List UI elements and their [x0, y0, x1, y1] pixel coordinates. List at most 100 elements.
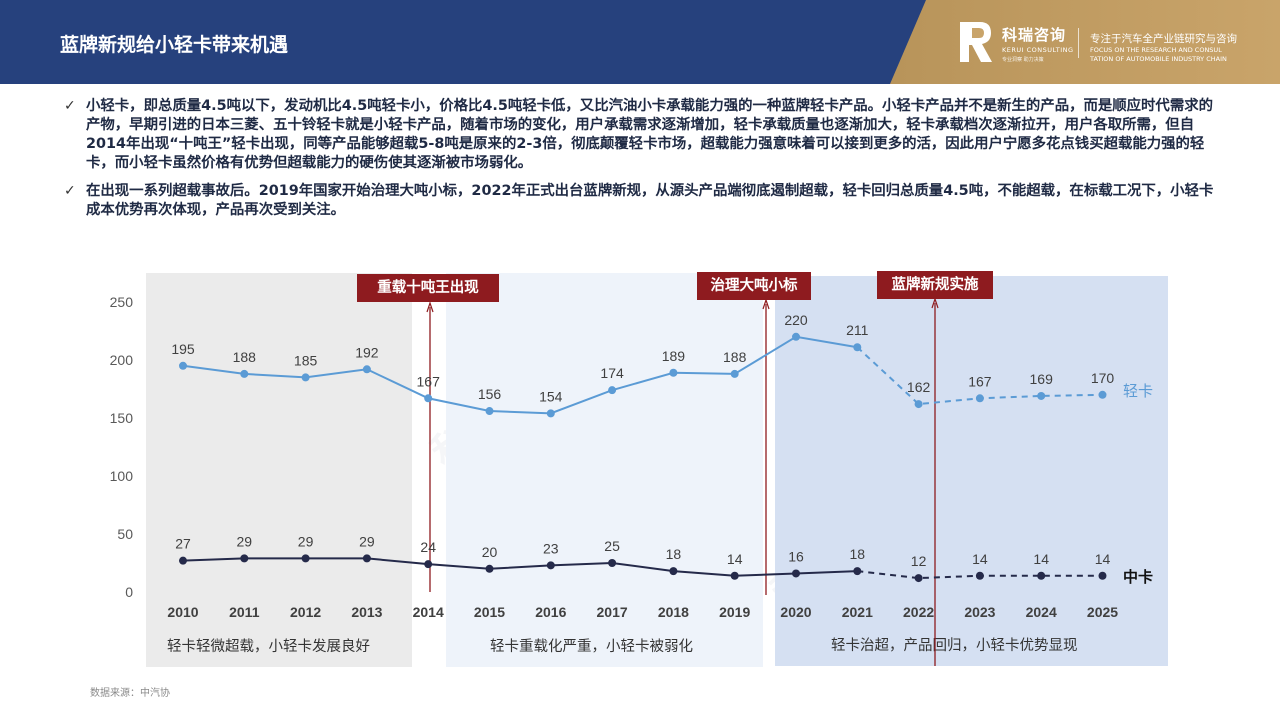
- brand-tagline: 专业洞察 助力决策: [1002, 57, 1044, 63]
- light-truck-point: [792, 332, 800, 341]
- medium-truck-point: [853, 567, 862, 576]
- medium-truck-data-label: 29: [298, 533, 314, 549]
- light-truck-point: [730, 369, 739, 378]
- series-label-medium-truck: 中卡: [1123, 568, 1153, 586]
- phase-label-3: 轻卡治超，产品回归，小轻卡优势显现: [831, 638, 1078, 654]
- light-truck-data-label: 167: [968, 373, 992, 389]
- header-bar: 蓝牌新规给小轻卡带来机遇 科瑞咨询 KERUI CONSULTING 专业洞察 …: [0, 0, 1280, 84]
- light-truck-point: [669, 368, 678, 377]
- bullet-text: 小轻卡，即总质量4.5吨以下，发动机比4.5吨轻卡小，价格比4.5吨轻卡低，又比…: [86, 98, 1213, 171]
- light-truck-line: [182, 335, 858, 415]
- bullet-item: ✓ 小轻卡，即总质量4.5吨以下，发动机比4.5吨轻卡小，价格比4.5吨轻卡低，…: [64, 97, 1224, 173]
- x-tick-label: 2019: [719, 604, 750, 620]
- x-tick-label: 2011: [229, 604, 260, 620]
- medium-truck-data-label: 14: [727, 551, 743, 567]
- medium-truck-point: [730, 571, 739, 580]
- bullet-text: 在出现一系列超载事故后。2019年国家开始治理大吨小标，2022年正式出台蓝牌新…: [86, 183, 1214, 218]
- medium-truck-point: [792, 569, 800, 578]
- light-truck-data-label: 189: [662, 348, 686, 364]
- bullet-item: ✓ 在出现一系列超载事故后。2019年国家开始治理大吨小标，2022年正式出台蓝…: [64, 182, 1224, 220]
- y-tick-label: 50: [117, 526, 133, 542]
- medium-truck-point: [546, 561, 555, 570]
- brand-name-cn: 科瑞咨询: [1002, 26, 1067, 44]
- light-truck-data-label: 169: [1030, 371, 1054, 387]
- medium-truck-point: [975, 571, 984, 580]
- check-icon: ✓: [64, 183, 76, 199]
- medium-truck-data-label: 20: [482, 544, 498, 560]
- light-truck-point: [240, 369, 249, 378]
- x-tick-label: 2013: [351, 604, 382, 620]
- medium-truck-point: [485, 564, 494, 573]
- event-arrowhead: [762, 298, 770, 310]
- medium-truck-data-label: 29: [359, 533, 375, 549]
- medium-truck-data-label: 14: [1095, 551, 1111, 567]
- light-truck-data-label: 174: [600, 365, 624, 381]
- slogan-cn: 专注于汽车全产业链研究与咨询: [1090, 33, 1237, 45]
- header-brand-panel: [890, 0, 1280, 84]
- medium-truck-data-label: 18: [666, 546, 682, 562]
- x-tick-label: 2016: [535, 604, 566, 620]
- x-tick-label: 2010: [167, 604, 198, 620]
- light-truck-point: [546, 409, 555, 418]
- medium-truck-data-label: 12: [911, 553, 927, 569]
- x-tick-label: 2023: [964, 604, 995, 620]
- check-icon: ✓: [64, 98, 76, 114]
- light-truck-data-label: 211: [846, 322, 869, 338]
- y-tick-label: 150: [110, 410, 134, 426]
- light-truck-point: [1098, 390, 1107, 399]
- medium-truck-data-label: 23: [543, 540, 559, 556]
- brand-name-en: KERUI CONSULTING: [1002, 46, 1074, 54]
- medium-truck-point: [669, 567, 678, 576]
- light-truck-data-label: 220: [784, 312, 808, 328]
- medium-truck-point: [179, 556, 187, 565]
- x-tick-label: 2021: [842, 604, 873, 620]
- medium-truck-data-label: 18: [850, 546, 866, 562]
- light-truck-point: [301, 373, 310, 382]
- medium-truck-point: [1037, 571, 1046, 580]
- x-tick-label: 2022: [903, 604, 934, 620]
- phase-panel-2: 轻卡重载化严重，小轻卡被弱化: [446, 273, 763, 667]
- medium-truck-point: [914, 574, 923, 583]
- light-truck-point: [853, 343, 862, 352]
- y-tick-label: 0: [125, 584, 133, 600]
- medium-truck-point: [240, 554, 249, 563]
- event-arrowhead: [426, 301, 434, 313]
- x-tick-label: 2024: [1026, 604, 1057, 620]
- phase-label-2: 轻卡重载化严重，小轻卡被弱化: [490, 639, 693, 655]
- light-truck-point: [1037, 391, 1046, 400]
- light-truck-data-label: 195: [171, 341, 195, 357]
- kerui-logo-icon: [960, 22, 992, 62]
- event-label-2022: 蓝牌新规实施: [877, 271, 993, 299]
- light-truck-point: [179, 361, 187, 370]
- light-truck-point: [362, 365, 371, 374]
- medium-truck-data-label: 24: [420, 539, 436, 555]
- y-tick-label: 100: [110, 468, 134, 484]
- medium-truck-data-label: 27: [175, 536, 191, 552]
- medium-truck-point: [1098, 571, 1107, 580]
- slogan-en-line1: FOCUS ON THE RESEARCH AND CONSUL: [1090, 46, 1222, 54]
- medium-truck-point: [362, 554, 371, 563]
- medium-truck-line: [182, 557, 858, 577]
- medium-truck-data-label: 14: [1033, 551, 1049, 567]
- light-truck-data-label: 170: [1091, 370, 1115, 386]
- light-truck-point: [485, 407, 494, 416]
- light-truck-data-label: 185: [294, 352, 318, 368]
- phase-panel-1: 轻卡轻微超载，小轻卡发展良好: [146, 273, 412, 667]
- x-tick-label: 2014: [413, 604, 444, 620]
- medium-truck-point: [301, 554, 310, 563]
- brand-divider: [1078, 28, 1079, 58]
- light-truck-data-label: 188: [723, 349, 747, 365]
- x-tick-label: 2017: [597, 604, 628, 620]
- x-tick-label: 2015: [474, 604, 505, 620]
- light-truck-data-label: 167: [417, 373, 441, 389]
- light-truck-data-label: 188: [233, 349, 257, 365]
- bullet-list: ✓ 小轻卡，即总质量4.5吨以下，发动机比4.5吨轻卡小，价格比4.5吨轻卡低，…: [64, 97, 1224, 229]
- light-truck-point: [975, 394, 984, 403]
- light-truck-point: [424, 394, 433, 403]
- y-tick-label: 250: [110, 294, 134, 310]
- series-label-light-truck: 轻卡: [1123, 383, 1153, 400]
- light-truck-data-label: 192: [355, 344, 379, 360]
- medium-truck-data-label: 29: [237, 533, 253, 549]
- light-truck-point: [608, 386, 617, 395]
